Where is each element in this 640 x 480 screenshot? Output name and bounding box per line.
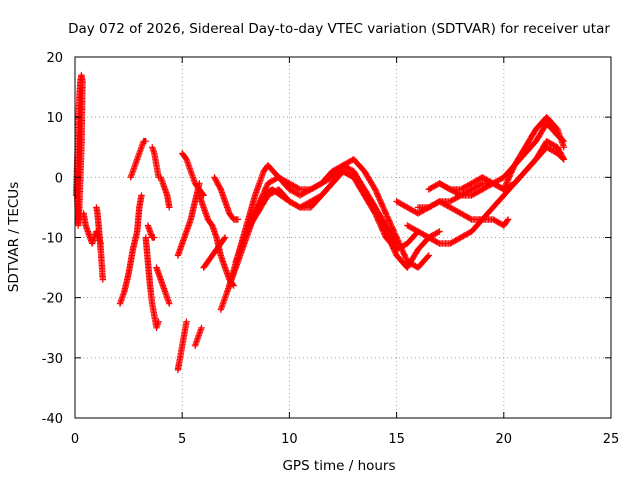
y-tick-label: 10	[46, 111, 63, 126]
x-tick-label: 15	[388, 432, 405, 447]
x-tick-label: 5	[178, 432, 186, 447]
data-point-markers	[179, 150, 207, 199]
data-series	[191, 324, 205, 349]
y-tick-label: -40	[42, 412, 63, 427]
data-series	[127, 138, 149, 181]
data-point-markers	[243, 168, 400, 247]
y-tick-label: -10	[42, 232, 63, 247]
data-series	[414, 120, 567, 211]
data-point-markers	[436, 138, 567, 193]
data-point-markers	[153, 264, 173, 307]
data-point-markers	[144, 222, 158, 241]
data-point-markers	[211, 174, 242, 223]
y-tick-label: 20	[46, 51, 63, 66]
data-point-markers	[93, 204, 107, 283]
data-series	[93, 204, 107, 283]
y-tick-label: -20	[42, 292, 63, 307]
data-series	[142, 234, 162, 331]
data-series	[200, 234, 229, 271]
chart-title: Day 072 of 2026, Sidereal Day-to-day VTE…	[68, 21, 610, 37]
x-tick-label: 20	[496, 432, 513, 447]
x-tick-label: 25	[603, 432, 620, 447]
data-point-markers	[191, 324, 205, 349]
data-series	[174, 318, 190, 374]
data-series	[211, 174, 242, 223]
data-point-markers	[157, 174, 173, 211]
data-series	[153, 264, 173, 307]
data-point-markers	[200, 234, 229, 271]
y-tick-label: -30	[42, 352, 63, 367]
plot-area	[72, 71, 567, 374]
data-point-markers	[72, 71, 86, 229]
axes: 0 5 10 15 20 25 -40 -30 -20 -10 0 10 20	[42, 51, 620, 447]
data-series	[72, 71, 86, 229]
data-point-markers	[127, 138, 149, 181]
data-point-markers	[149, 144, 162, 181]
data-point-markers	[414, 120, 567, 211]
data-series	[144, 222, 158, 241]
data-series	[149, 144, 162, 181]
y-axis-label: SDTVAR / TECUs	[6, 182, 22, 292]
x-tick-label: 10	[281, 432, 298, 447]
x-tick-label: 0	[71, 432, 79, 447]
data-series	[243, 168, 400, 247]
data-point-markers	[116, 192, 145, 307]
data-point-markers	[142, 234, 162, 331]
data-series	[436, 138, 567, 193]
x-axis-label: GPS time / hours	[282, 458, 395, 474]
data-series	[157, 174, 173, 211]
data-series	[116, 192, 145, 307]
data-point-markers	[174, 318, 190, 374]
y-tick-label: 0	[55, 171, 63, 186]
data-series	[179, 150, 207, 199]
